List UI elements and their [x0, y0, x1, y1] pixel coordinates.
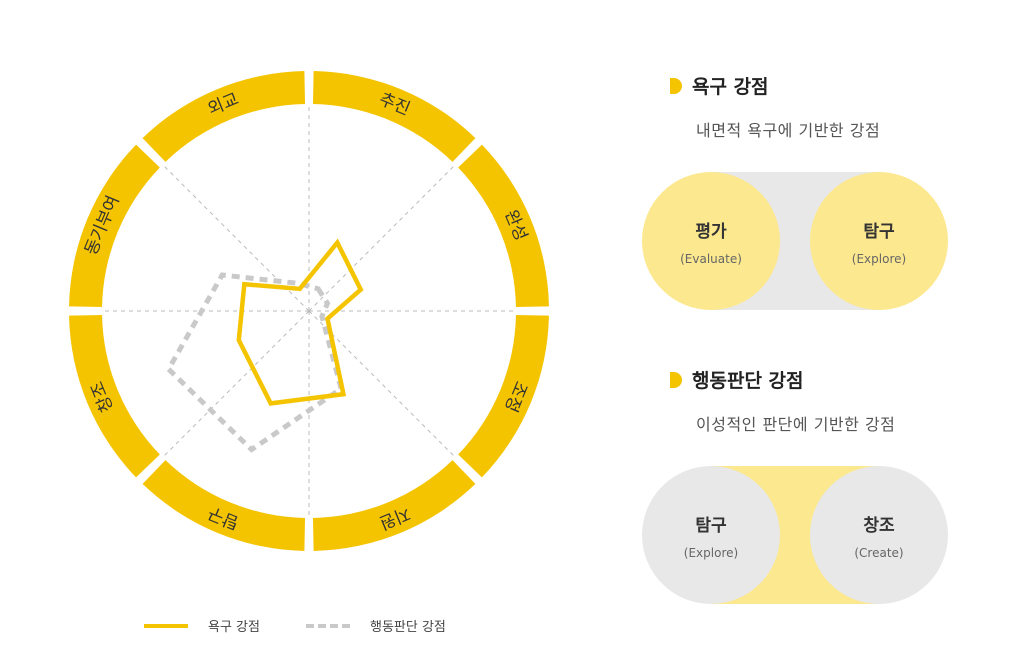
circle-title: 창조 — [863, 515, 895, 536]
legend-swatch-solid — [144, 623, 188, 628]
circle-subtitle: (Create) — [854, 545, 904, 560]
ring-segment-8 — [142, 71, 306, 162]
series-desire-line — [236, 238, 364, 406]
legend-swatch-dashed — [306, 623, 350, 628]
circle-explore: 탐구 (Explore) — [810, 172, 948, 310]
section-behavior: 행동판단 강점 이성적인 판단에 기반한 강점 — [670, 366, 895, 435]
series-behavior-line — [165, 272, 345, 453]
circle-create: 창조 (Create) — [810, 466, 948, 604]
circle-subtitle: (Explore) — [683, 545, 739, 560]
ring-segment-1 — [312, 71, 476, 162]
pill-desire: 평가 (Evaluate) 탐구 (Explore) — [642, 172, 948, 310]
circle-evaluate: 평가 (Evaluate) — [642, 172, 780, 310]
legend-item-desire: 욕구 강점 — [144, 616, 260, 635]
section-title-behavior: 행동판단 강점 — [692, 370, 804, 392]
circle-subtitle: (Evaluate) — [680, 251, 742, 266]
section-desire: 욕구 강점 내면적 욕구에 기반한 강점 — [670, 72, 880, 141]
ring-segment-6 — [69, 314, 160, 478]
legend-item-behavior: 행동판단 강점 — [306, 616, 446, 635]
grid-spoke — [308, 164, 456, 312]
circle-explore: 탐구 (Explore) — [642, 466, 780, 604]
grid-spoke — [162, 310, 310, 458]
section-title-desire: 욕구 강점 — [692, 76, 769, 98]
circle-title: 탐구 — [695, 515, 727, 536]
section-subtitle-behavior: 이성적인 판단에 기반한 강점 — [696, 415, 896, 434]
ring-segment-2 — [458, 144, 549, 308]
ring-segment-5 — [142, 460, 306, 551]
pill-behavior: 탐구 (Explore) 창조 (Create) — [642, 466, 948, 604]
ring-segment-4 — [312, 460, 476, 551]
circle-subtitle: (Explore) — [851, 251, 907, 266]
section-bullet-icon — [670, 77, 682, 94]
circle-title: 평가 — [695, 221, 727, 242]
section-bullet-icon — [670, 371, 682, 388]
section-subtitle-desire: 내면적 욕구에 기반한 강점 — [696, 121, 881, 140]
grid-spoke — [308, 310, 456, 458]
ring-segment-7 — [69, 144, 160, 308]
ring-segment-3 — [458, 314, 549, 478]
legend-label-desire: 욕구 강점 — [208, 620, 260, 635]
circle-title: 탐구 — [863, 221, 895, 242]
legend-label-behavior: 행동판단 강점 — [370, 620, 446, 635]
